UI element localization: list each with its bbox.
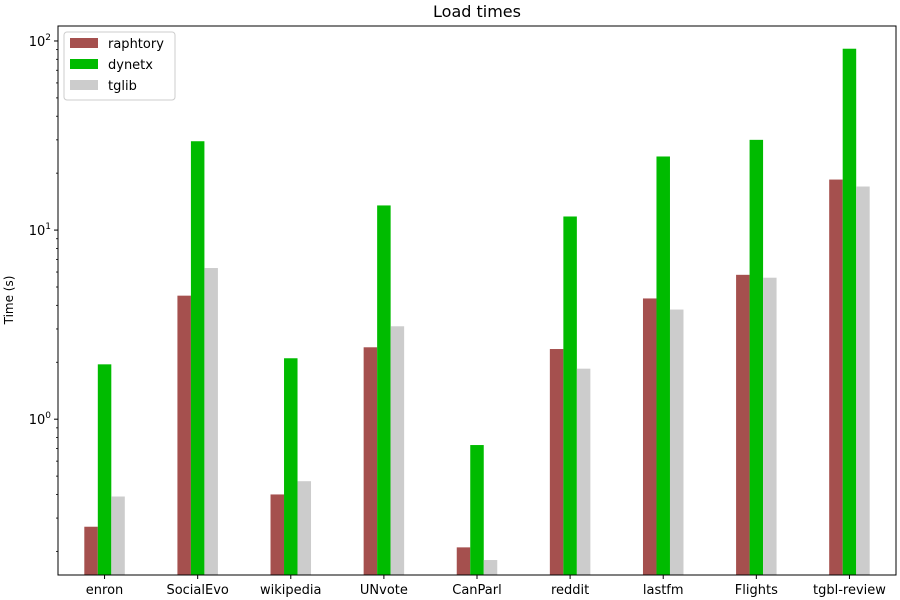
bar-dynetx-unvote xyxy=(377,205,391,575)
bar-dynetx-lastfm xyxy=(656,156,670,576)
bar-raphtory-unvote xyxy=(363,347,378,575)
legend-label-tglib: tglib xyxy=(108,79,137,94)
bar-raphtory-enron xyxy=(84,526,98,575)
bar-tglib-tgbl-review xyxy=(856,186,870,575)
legend-swatch-dynetx xyxy=(70,59,98,69)
bar-dynetx-canparl xyxy=(470,445,484,575)
x-tick-label: lastfm xyxy=(643,583,684,598)
bar-tglib-wikipedia xyxy=(297,481,312,575)
bar-tglib-lastfm xyxy=(669,309,684,575)
plot-frame xyxy=(57,25,897,576)
bar-raphtory-canparl xyxy=(456,547,471,575)
x-tick-label: tgbl-review xyxy=(813,583,886,598)
x-tick-label: SocialEvo xyxy=(166,583,228,598)
y-tick-label: 101 xyxy=(29,222,51,239)
bar-tglib-flights xyxy=(763,277,777,575)
y-tick-label: 100 xyxy=(29,411,52,428)
x-tick-label: wikipedia xyxy=(260,583,321,598)
x-ticks: enron SocialEvo wikipedia UNvote CanParl redd… xyxy=(86,575,886,598)
y-tick-label: 102 xyxy=(29,33,51,50)
bar-raphtory-wikipedia xyxy=(270,494,285,575)
legend: raphtory dynetx tglib xyxy=(63,31,176,101)
bar-raphtory-reddit xyxy=(549,349,564,575)
legend-label-dynetx: dynetx xyxy=(108,58,153,73)
bar-tglib-reddit xyxy=(576,368,591,575)
bar-raphtory-flights xyxy=(736,274,750,575)
bar-dynetx-socialevo xyxy=(190,141,205,576)
x-tick-label: UNvote xyxy=(360,583,408,598)
x-tick-label: Flights xyxy=(735,583,778,598)
y-axis-label: Time (s) xyxy=(2,276,16,326)
legend-swatch-tglib xyxy=(70,80,98,90)
bar-tglib-unvote xyxy=(390,326,405,575)
bar-dynetx-wikipedia xyxy=(284,358,298,575)
bars-layer xyxy=(84,48,870,576)
bar-raphtory-tgbl-review xyxy=(829,179,843,575)
bar-raphtory-socialevo xyxy=(177,295,191,575)
bar-tglib-socialevo xyxy=(204,268,218,575)
chart-title: Load times xyxy=(433,2,521,21)
legend-label-raphtory: raphtory xyxy=(108,37,164,52)
x-tick-label: reddit xyxy=(551,583,589,598)
bar-tglib-enron xyxy=(111,496,125,575)
bar-dynetx-reddit xyxy=(563,216,577,576)
bar-dynetx-tgbl-review xyxy=(842,48,857,576)
bar-tglib-canparl xyxy=(483,560,498,575)
x-tick-label: enron xyxy=(86,583,124,598)
bar-dynetx-flights xyxy=(749,139,764,575)
x-tick-label: CanParl xyxy=(452,583,501,598)
y-major-ticks: 100 101 102 xyxy=(29,33,58,428)
bar-raphtory-lastfm xyxy=(642,298,657,575)
legend-swatch-raphtory xyxy=(70,38,98,48)
bar-dynetx-enron xyxy=(97,364,112,575)
